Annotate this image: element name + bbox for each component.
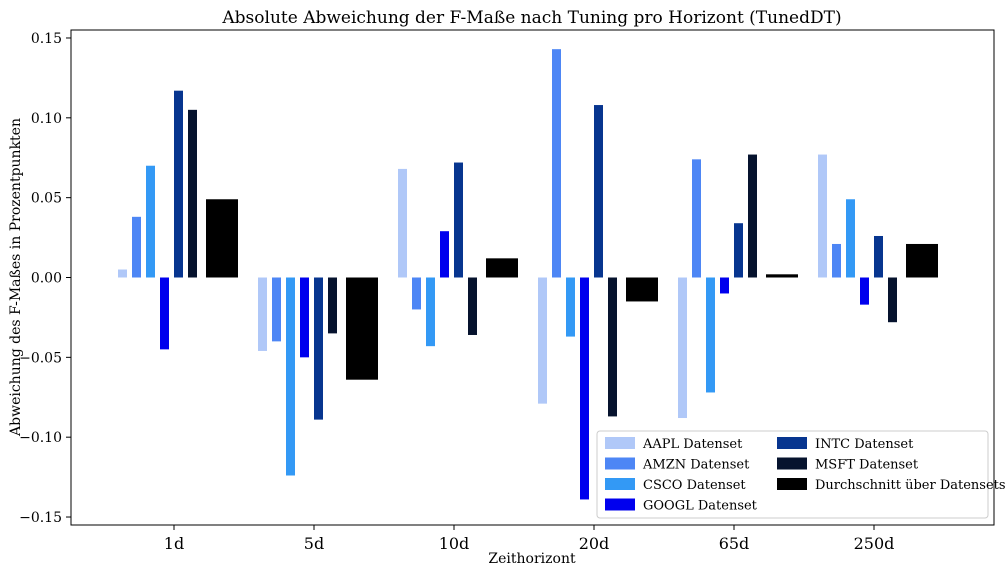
bar-msft-5d — [328, 277, 337, 334]
bar-googl-20d — [580, 277, 589, 500]
bar-intc-20d — [594, 105, 603, 278]
bar-durchschnitt-65d — [766, 274, 798, 278]
bar-googl-5d — [300, 277, 309, 358]
bar-durchschnitt-1d — [206, 199, 238, 278]
y-tick-label: 0.00 — [31, 271, 62, 287]
legend-label: INTC Datenset — [815, 437, 914, 452]
bar-amzn-10d — [412, 277, 421, 310]
y-tick-label: −0.10 — [19, 430, 62, 446]
legend-swatch — [777, 478, 807, 490]
legend-swatch — [605, 498, 635, 511]
legend-swatch — [777, 437, 807, 449]
bar-intc-5d — [314, 277, 323, 420]
bar-msft-1d — [188, 109, 197, 278]
legend-swatch — [605, 478, 635, 490]
bar-durchschnitt-20d — [626, 277, 658, 302]
legend-label: CSCO Datenset — [643, 478, 746, 493]
x-axis-label: Zeithorizont — [488, 551, 576, 567]
bar-amzn-1d — [132, 216, 141, 278]
y-tick-label: −0.05 — [19, 350, 62, 366]
legend: AAPL Datenset AMZN Datenset CSCO Datenset G… — [596, 430, 1006, 519]
bar-aapl-5d — [258, 277, 267, 351]
bar-aapl-65d — [678, 277, 687, 419]
bar-msft-10d — [468, 277, 477, 335]
bar-aapl-10d — [398, 168, 407, 278]
bar-amzn-65d — [692, 159, 701, 278]
x-tick-label: 65d — [719, 534, 750, 553]
bar-csco-1d — [146, 165, 155, 278]
legend-label: GOOGL Datenset — [643, 499, 758, 514]
y-axis-label: Abweichung des F-Maßes in Prozentpunkten — [8, 118, 24, 437]
chart-title: Absolute Abweichung der F-Maße nach Tuni… — [221, 8, 841, 28]
legend-box — [596, 430, 989, 519]
legend-label: Durchschnitt über Datensets — [815, 478, 1006, 493]
x-tick-label: 250d — [854, 534, 895, 553]
y-tick-label: 0.10 — [31, 111, 62, 127]
bar-googl-1d — [160, 277, 169, 350]
bar-googl-10d — [440, 231, 449, 278]
bar-amzn-250d — [832, 243, 841, 278]
bar-csco-250d — [846, 199, 855, 278]
bar-durchschnitt-10d — [486, 258, 518, 278]
bar-amzn-5d — [272, 277, 281, 342]
bar-intc-250d — [874, 235, 883, 278]
bar-aapl-250d — [818, 154, 827, 278]
legend-swatch — [605, 457, 635, 470]
bar-intc-65d — [734, 223, 743, 278]
bar-googl-65d — [720, 277, 729, 294]
x-axis: 1d 5d 10d 20d 65d 250d — [164, 525, 895, 553]
bar-aapl-1d — [118, 269, 127, 278]
bar-msft-65d — [748, 154, 757, 278]
bar-intc-10d — [454, 162, 463, 278]
bar-csco-10d — [426, 277, 435, 347]
bar-msft-250d — [888, 277, 897, 323]
y-tick-label: 0.15 — [31, 31, 62, 47]
plot-area — [118, 49, 938, 500]
x-tick-label: 1d — [164, 534, 184, 553]
x-tick-label: 20d — [579, 534, 610, 553]
bar-aapl-20d — [538, 277, 547, 404]
y-tick-label: 0.05 — [31, 191, 62, 207]
bar-amzn-20d — [552, 49, 561, 278]
bar-csco-5d — [286, 277, 295, 476]
x-tick-label: 10d — [439, 534, 470, 553]
bar-durchschnitt-250d — [906, 243, 938, 278]
bar-intc-1d — [174, 90, 183, 278]
y-tick-label: −0.15 — [19, 510, 62, 526]
bar-csco-20d — [566, 277, 575, 337]
x-tick-label: 5d — [304, 534, 324, 553]
legend-label: AAPL Datenset — [642, 437, 743, 452]
bar-msft-20d — [608, 277, 617, 417]
legend-swatch — [605, 437, 635, 449]
bar-googl-250d — [860, 277, 869, 305]
legend-label: MSFT Datenset — [815, 458, 919, 473]
bar-durchschnitt-5d — [346, 277, 378, 380]
bar-csco-65d — [706, 277, 715, 393]
y-axis: −0.15 −0.10 −0.05 0.00 0.05 0.10 0.15 — [19, 31, 71, 526]
legend-swatch — [777, 457, 807, 470]
legend-label: AMZN Datenset — [642, 458, 750, 473]
